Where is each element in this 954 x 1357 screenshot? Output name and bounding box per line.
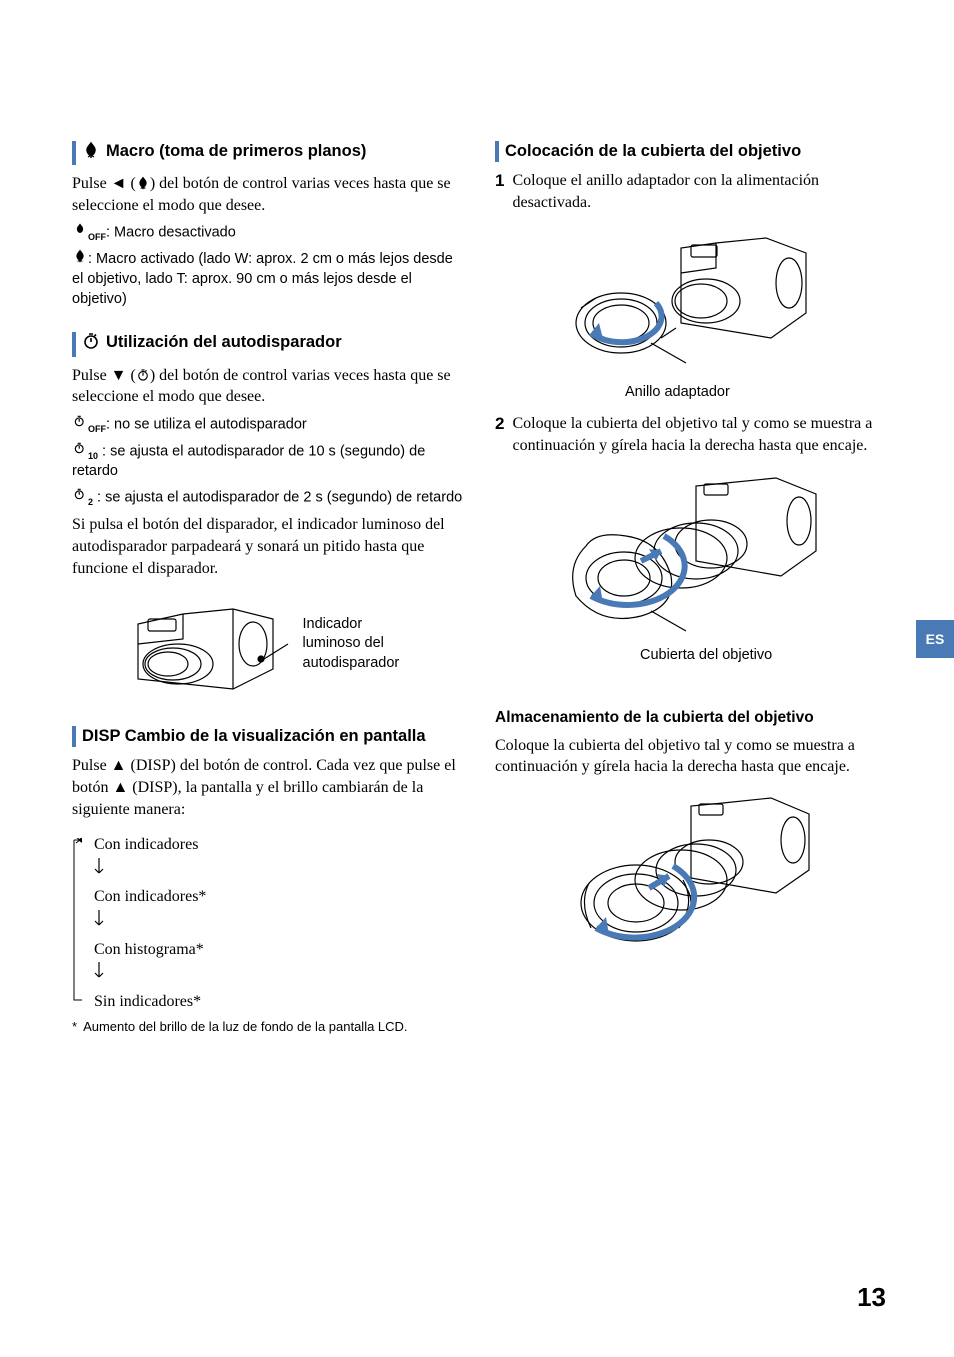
timer-icon [82,332,100,356]
arrow-down-icon [94,962,463,989]
heading-bar [72,332,76,356]
camera-hood-illustration [546,466,836,646]
macro-on-icon [72,249,88,270]
disp-body: Pulse ▲ (DISP) del botón de control. Cad… [72,755,463,820]
macro-on-text: : Macro activado (lado W: aprox. 2 cm o … [72,252,453,307]
macro-heading-text: Macro (toma de primeros planos) [106,140,463,162]
timer-off-icon: OFF [72,414,106,435]
flow-item-1: Con indicadores* [94,886,463,908]
disp-footnote-text: Aumento del brillo de la luz de fondo de… [83,1018,408,1036]
disp-heading: DISP Cambio de la visualización en panta… [72,725,463,747]
storage-body: Coloque la cubierta del objetivo tal y c… [495,735,886,778]
timer-2-icon: 2 [72,487,93,508]
hood-step-2: 2 Coloque la cubierta del objetivo tal y… [495,413,886,456]
timer-10-option: 10 : se ajusta el autodisparador de 10 s… [72,441,463,482]
hood-step-1: 1 Coloque el anillo adaptador con la ali… [495,170,886,213]
storage-heading: Almacenamiento de la cubierta del objeti… [495,708,886,729]
timer-2-text: : se ajusta el autodisparador de 2 s (se… [97,490,462,506]
timer-aftertext: Si pulsa el botón del disparador, el ind… [72,514,463,579]
camera-timer-illustration [123,589,293,699]
storage-figure [495,788,886,968]
language-tab: ES [916,620,954,658]
asterisk-icon: * [72,1018,77,1036]
macro-off-option: OFF : Macro desactivado [72,222,463,243]
macro-on-option: : Macro activado (lado W: aprox. 2 cm o … [72,249,463,309]
hood-step1-text: Coloque el anillo adaptador con la alime… [512,170,886,213]
timer-2-option: 2 : se ajusta el autodisparador de 2 s (… [72,487,463,508]
disp-footnote: * Aumento del brillo de la luz de fondo … [72,1018,463,1036]
flow-item-0: Con indicadores [94,834,463,856]
macro-inline-icon [136,176,150,190]
camera-storage-illustration [561,788,821,968]
hood-callout-1: Anillo adaptador [625,383,730,403]
disp-flow: Con indicadores Con indicadores* Con his… [72,834,463,1012]
timer-body: Pulse ▼ () del botón de control varias v… [72,365,463,408]
macro-off-icon: OFF [72,222,106,243]
flow-bracket-icon [72,838,86,1008]
hood-figure-1: Anillo adaptador [495,223,886,403]
hood-heading: Colocación de la cubierta del objetivo [495,140,886,162]
timer-figure: Indicador luminoso del autodisparador [72,589,463,699]
timer-heading: Utilización del autodisparador [72,331,463,356]
timer-callout: Indicador luminoso del autodisparador [303,615,413,674]
disp-keyword: DISP [82,727,120,745]
hood-callout-2: Cubierta del objetivo [640,646,772,666]
macro-icon [82,141,100,165]
flow-item-3: Sin indicadores* [94,991,463,1013]
arrow-down-icon [94,910,463,937]
timer-heading-text: Utilización del autodisparador [106,331,463,353]
arrow-down-icon [94,858,463,885]
macro-off-text: : Macro desactivado [106,225,236,241]
camera-ring-illustration [561,223,821,383]
heading-bar [72,726,76,747]
step-number: 2 [495,413,504,436]
timer-10-icon: 10 [72,441,98,462]
timer-10-text: : se ajusta el autodisparador de 10 s (s… [72,443,425,479]
left-column: Macro (toma de primeros planos) Pulse ◄ … [72,140,463,1036]
step-number: 1 [495,170,504,193]
flow-item-2: Con histograma* [94,939,463,961]
right-column: Colocación de la cubierta del objetivo 1… [495,140,886,1036]
timer-off-text: : no se utiliza el autodisparador [106,416,307,432]
heading-bar [72,141,76,165]
disp-heading-text: DISP Cambio de la visualización en panta… [82,725,463,747]
timer-inline-icon [136,368,150,382]
hood-figure-2: Cubierta del objetivo [495,466,886,666]
macro-body: Pulse ◄ () del botón de control varias v… [72,173,463,216]
hood-heading-text: Colocación de la cubierta del objetivo [505,140,886,162]
timer-off-option: OFF : no se utiliza el autodisparador [72,414,463,435]
disp-heading-rest: Cambio de la visualización en pantalla [120,727,425,745]
heading-bar [495,141,499,162]
macro-heading: Macro (toma de primeros planos) [72,140,463,165]
page-number: 13 [857,1280,886,1315]
hood-step2-text: Coloque la cubierta del objetivo tal y c… [512,413,886,456]
